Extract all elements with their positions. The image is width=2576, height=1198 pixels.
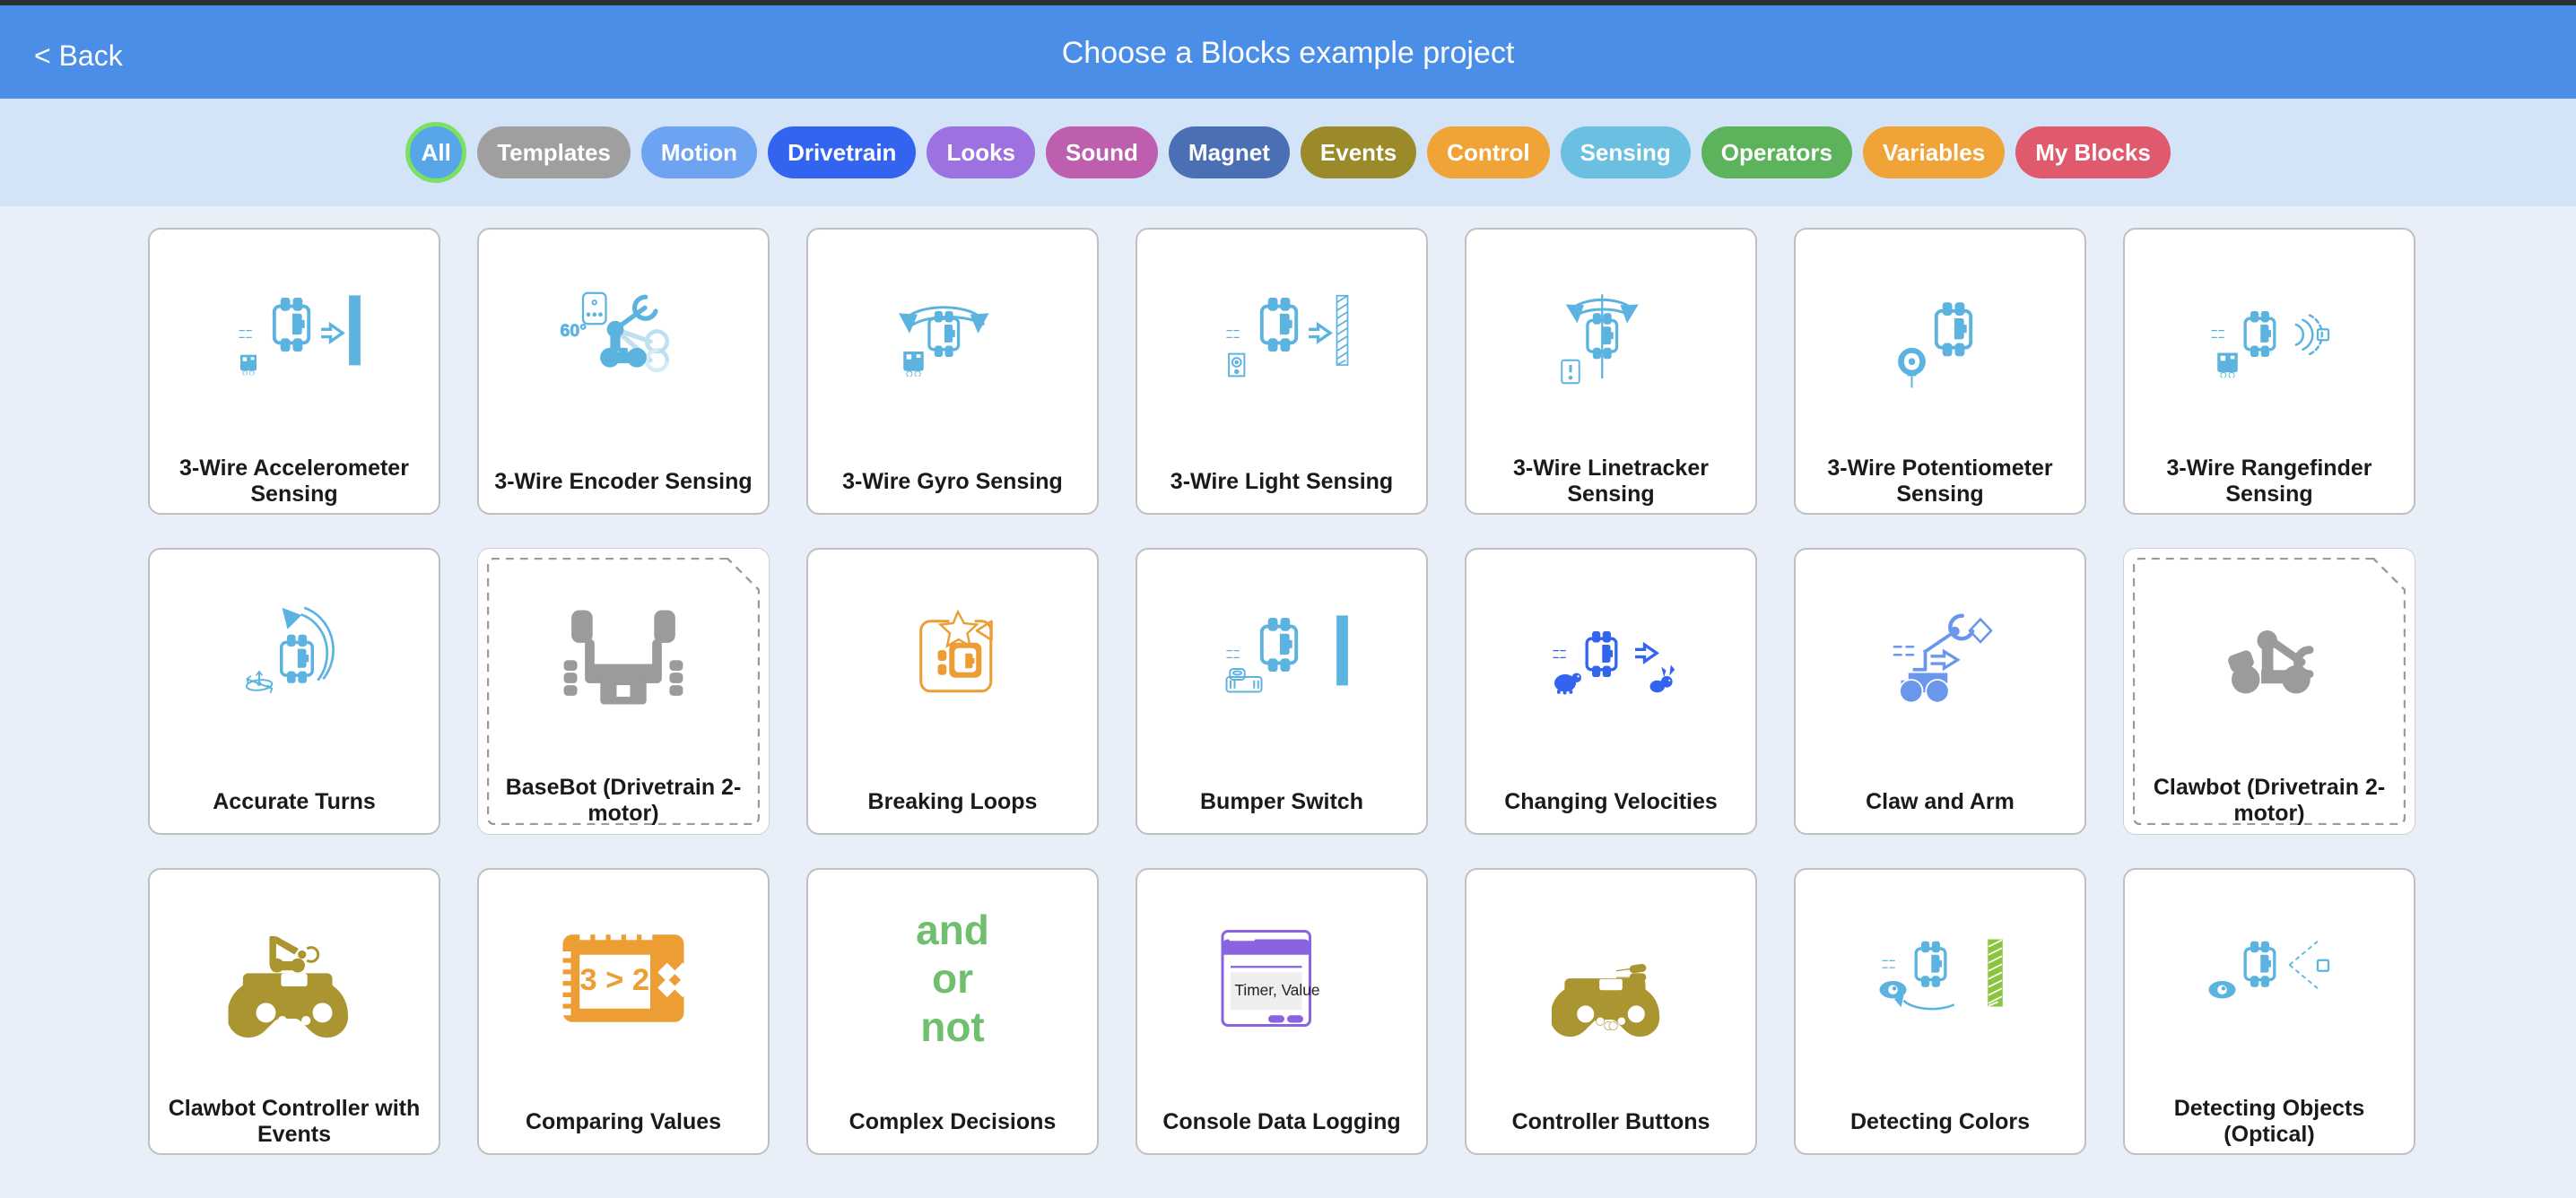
svg-text:60°: 60° xyxy=(561,321,587,341)
svg-text:3 > 2: 3 > 2 xyxy=(579,963,649,997)
svg-text:Timer, Value: Timer, Value xyxy=(1235,981,1320,999)
